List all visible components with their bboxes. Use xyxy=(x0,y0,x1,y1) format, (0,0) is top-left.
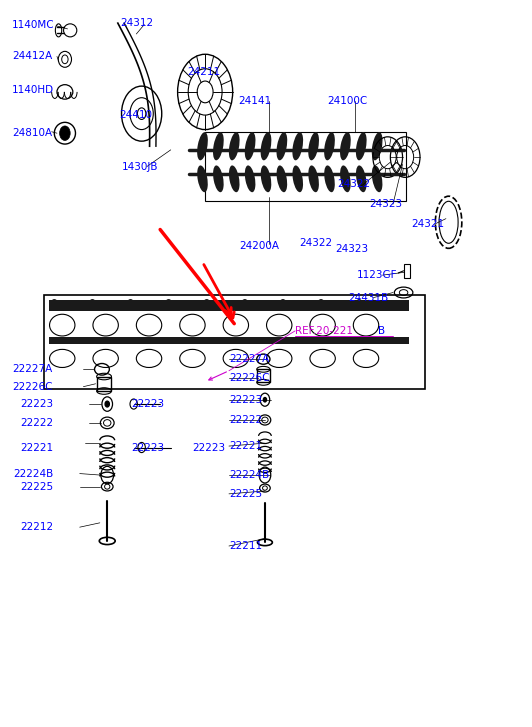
Text: 22221: 22221 xyxy=(20,443,53,452)
Bar xyxy=(205,132,406,201)
Text: 1140HD: 1140HD xyxy=(12,85,54,95)
Bar xyxy=(49,300,409,310)
Circle shape xyxy=(164,299,173,310)
Text: 22225: 22225 xyxy=(20,481,53,491)
Text: B: B xyxy=(378,326,385,336)
Text: 24100C: 24100C xyxy=(327,97,367,106)
Ellipse shape xyxy=(277,166,287,192)
Circle shape xyxy=(50,299,59,310)
Ellipse shape xyxy=(261,132,271,161)
Text: 22211: 22211 xyxy=(229,541,262,551)
Text: 22225: 22225 xyxy=(229,489,262,499)
Ellipse shape xyxy=(229,132,239,161)
Ellipse shape xyxy=(340,132,351,161)
Text: 24321: 24321 xyxy=(412,219,445,229)
Text: 24410: 24410 xyxy=(119,110,152,120)
Ellipse shape xyxy=(372,132,383,161)
Text: 22224B: 22224B xyxy=(13,469,53,478)
Circle shape xyxy=(88,299,97,310)
Circle shape xyxy=(203,299,211,310)
Ellipse shape xyxy=(309,166,319,192)
Text: 1140MC: 1140MC xyxy=(12,20,55,30)
Circle shape xyxy=(317,299,325,310)
Ellipse shape xyxy=(372,166,383,192)
Ellipse shape xyxy=(197,132,208,161)
Ellipse shape xyxy=(277,132,287,161)
Text: 24810A: 24810A xyxy=(12,128,52,138)
Text: 22223: 22223 xyxy=(131,443,164,452)
Circle shape xyxy=(105,401,110,407)
Text: 22222: 22222 xyxy=(229,415,262,425)
Text: 24323: 24323 xyxy=(335,244,368,254)
Circle shape xyxy=(263,398,267,402)
Circle shape xyxy=(60,126,70,140)
Ellipse shape xyxy=(213,132,224,161)
Circle shape xyxy=(279,299,287,310)
Ellipse shape xyxy=(229,166,239,192)
Text: 24200A: 24200A xyxy=(239,241,279,251)
Text: 22222: 22222 xyxy=(20,418,53,428)
Text: 22226C: 22226C xyxy=(12,382,53,392)
Text: 24312: 24312 xyxy=(120,18,154,28)
Ellipse shape xyxy=(356,166,367,192)
Text: 24211: 24211 xyxy=(188,68,221,77)
Text: 22227A: 22227A xyxy=(229,354,269,364)
Text: REF.20-221: REF.20-221 xyxy=(295,326,353,336)
Ellipse shape xyxy=(197,166,208,192)
Bar xyxy=(404,264,410,278)
Bar xyxy=(44,294,425,389)
Ellipse shape xyxy=(308,132,319,161)
Ellipse shape xyxy=(213,166,223,192)
Text: 24141: 24141 xyxy=(238,97,272,106)
Text: 24323: 24323 xyxy=(369,199,402,209)
Ellipse shape xyxy=(356,132,367,161)
Ellipse shape xyxy=(340,166,351,192)
Bar xyxy=(257,369,270,382)
Text: 22224B: 22224B xyxy=(229,470,269,480)
Text: 22223: 22223 xyxy=(229,395,262,405)
Text: 1430JB: 1430JB xyxy=(122,161,159,172)
Text: 22226C: 22226C xyxy=(229,373,269,383)
Text: 22223: 22223 xyxy=(192,443,225,452)
Text: 24322: 24322 xyxy=(337,179,371,189)
Circle shape xyxy=(126,299,135,310)
Text: 22212: 22212 xyxy=(20,522,53,532)
Text: 22227A: 22227A xyxy=(12,364,52,374)
Text: 22221: 22221 xyxy=(229,441,262,451)
Bar xyxy=(49,337,409,344)
Ellipse shape xyxy=(324,132,335,161)
Bar xyxy=(97,377,112,391)
Ellipse shape xyxy=(293,166,303,192)
Ellipse shape xyxy=(245,166,255,192)
Text: 24412A: 24412A xyxy=(12,51,52,61)
Text: 1123GF: 1123GF xyxy=(357,270,397,280)
Circle shape xyxy=(240,299,249,310)
Ellipse shape xyxy=(261,166,271,192)
Text: 24322: 24322 xyxy=(299,238,332,248)
Circle shape xyxy=(355,299,363,310)
Ellipse shape xyxy=(324,166,335,192)
Text: 24431B: 24431B xyxy=(348,293,388,303)
Text: 22223: 22223 xyxy=(20,399,53,409)
Ellipse shape xyxy=(245,132,255,161)
Text: 22223: 22223 xyxy=(131,399,164,409)
Ellipse shape xyxy=(293,132,303,161)
